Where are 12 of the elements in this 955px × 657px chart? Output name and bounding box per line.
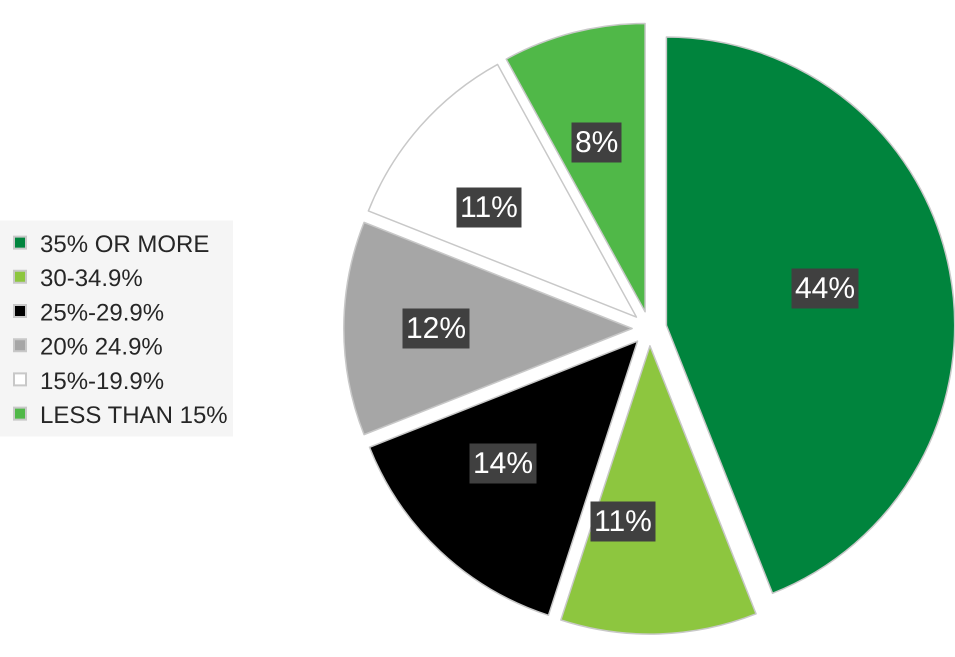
data-label: 11% bbox=[460, 191, 518, 224]
legend-label: 15%-19.9% bbox=[40, 368, 164, 395]
legend-label: 35% OR MORE bbox=[40, 230, 210, 258]
data-label: 44% bbox=[795, 272, 856, 305]
data-label: 8% bbox=[575, 126, 618, 159]
legend-label: LESS THAN 15% bbox=[40, 402, 228, 429]
data-label: 14% bbox=[473, 447, 534, 480]
legend-label: 25%-29.9% bbox=[40, 299, 164, 326]
legend-label: 20% 24.9% bbox=[40, 334, 163, 361]
data-label: 11% bbox=[594, 505, 652, 538]
legend-label: 30-34.9% bbox=[40, 265, 143, 292]
data-label: 12% bbox=[406, 312, 466, 345]
